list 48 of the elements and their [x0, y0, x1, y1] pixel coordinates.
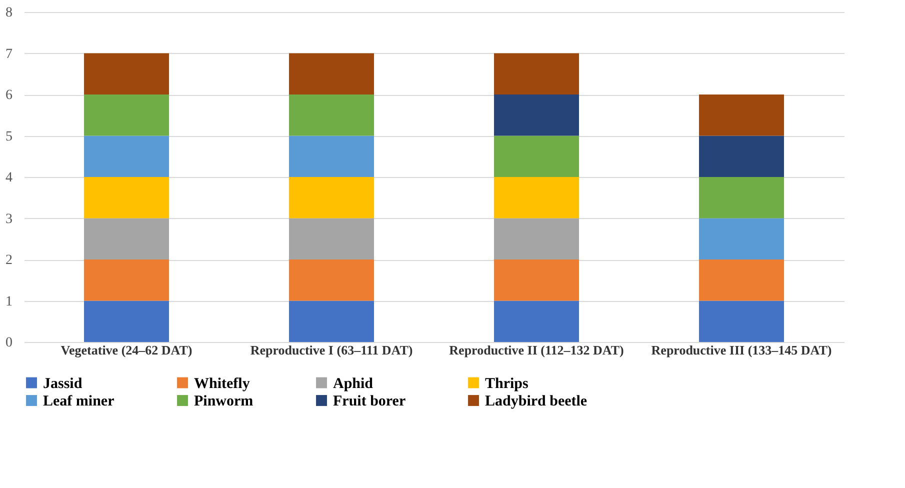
- bar: [289, 53, 374, 94]
- bar: [699, 94, 784, 136]
- bar: [289, 300, 374, 342]
- bar: [289, 136, 374, 177]
- y-tick-label: 1: [6, 294, 12, 310]
- y-tick-label: 5: [6, 129, 12, 144]
- bar: [289, 260, 374, 301]
- legend-label: Ladybird beetle: [485, 394, 588, 410]
- y-tick-label: 4: [6, 170, 12, 186]
- y-tick-label: 2: [6, 253, 12, 268]
- x-tick-label: Reproductive I (63–111 DAT): [250, 342, 413, 358]
- bar: [84, 300, 169, 342]
- bar: [494, 53, 579, 94]
- y-tick-label: 0: [6, 336, 12, 350]
- bar: [494, 218, 579, 260]
- bar: [699, 136, 784, 177]
- bar: [494, 94, 579, 136]
- bar: [699, 260, 784, 301]
- legend-label: Fruit borer: [333, 394, 406, 410]
- bar: [289, 177, 374, 218]
- x-tick-label: Reproductive II (112–132 DAT): [449, 342, 624, 358]
- bar: [289, 94, 374, 136]
- legend-label: Thrips: [485, 376, 529, 392]
- legend-label: Leaf miner: [43, 394, 115, 410]
- bar: [289, 218, 374, 260]
- bar: [699, 218, 784, 260]
- y-tick-label: 8: [6, 6, 12, 20]
- x-tick-label: Reproductive III (133–145 DAT): [651, 342, 832, 358]
- legend-label: Pinworm: [194, 394, 254, 410]
- bar: [494, 300, 579, 342]
- legend-label: Whitefly: [194, 376, 250, 392]
- x-tick-label: Vegetative (24–62 DAT): [60, 342, 192, 358]
- bar: [84, 94, 169, 136]
- bar: [699, 300, 784, 342]
- bar: [494, 136, 579, 177]
- bar: [84, 218, 169, 260]
- bar: [84, 177, 169, 218]
- bar: [494, 177, 579, 218]
- bar: [84, 53, 169, 94]
- legend-label: Aphid: [333, 376, 374, 392]
- y-tick-label: 3: [6, 212, 12, 227]
- bar: [84, 136, 169, 177]
- legend-label: Jassid: [43, 376, 83, 392]
- y-tick-label: 7: [6, 46, 12, 62]
- bar: [699, 177, 784, 218]
- bar: [84, 260, 169, 301]
- bar: [494, 260, 579, 301]
- y-tick-label: 6: [6, 88, 12, 103]
